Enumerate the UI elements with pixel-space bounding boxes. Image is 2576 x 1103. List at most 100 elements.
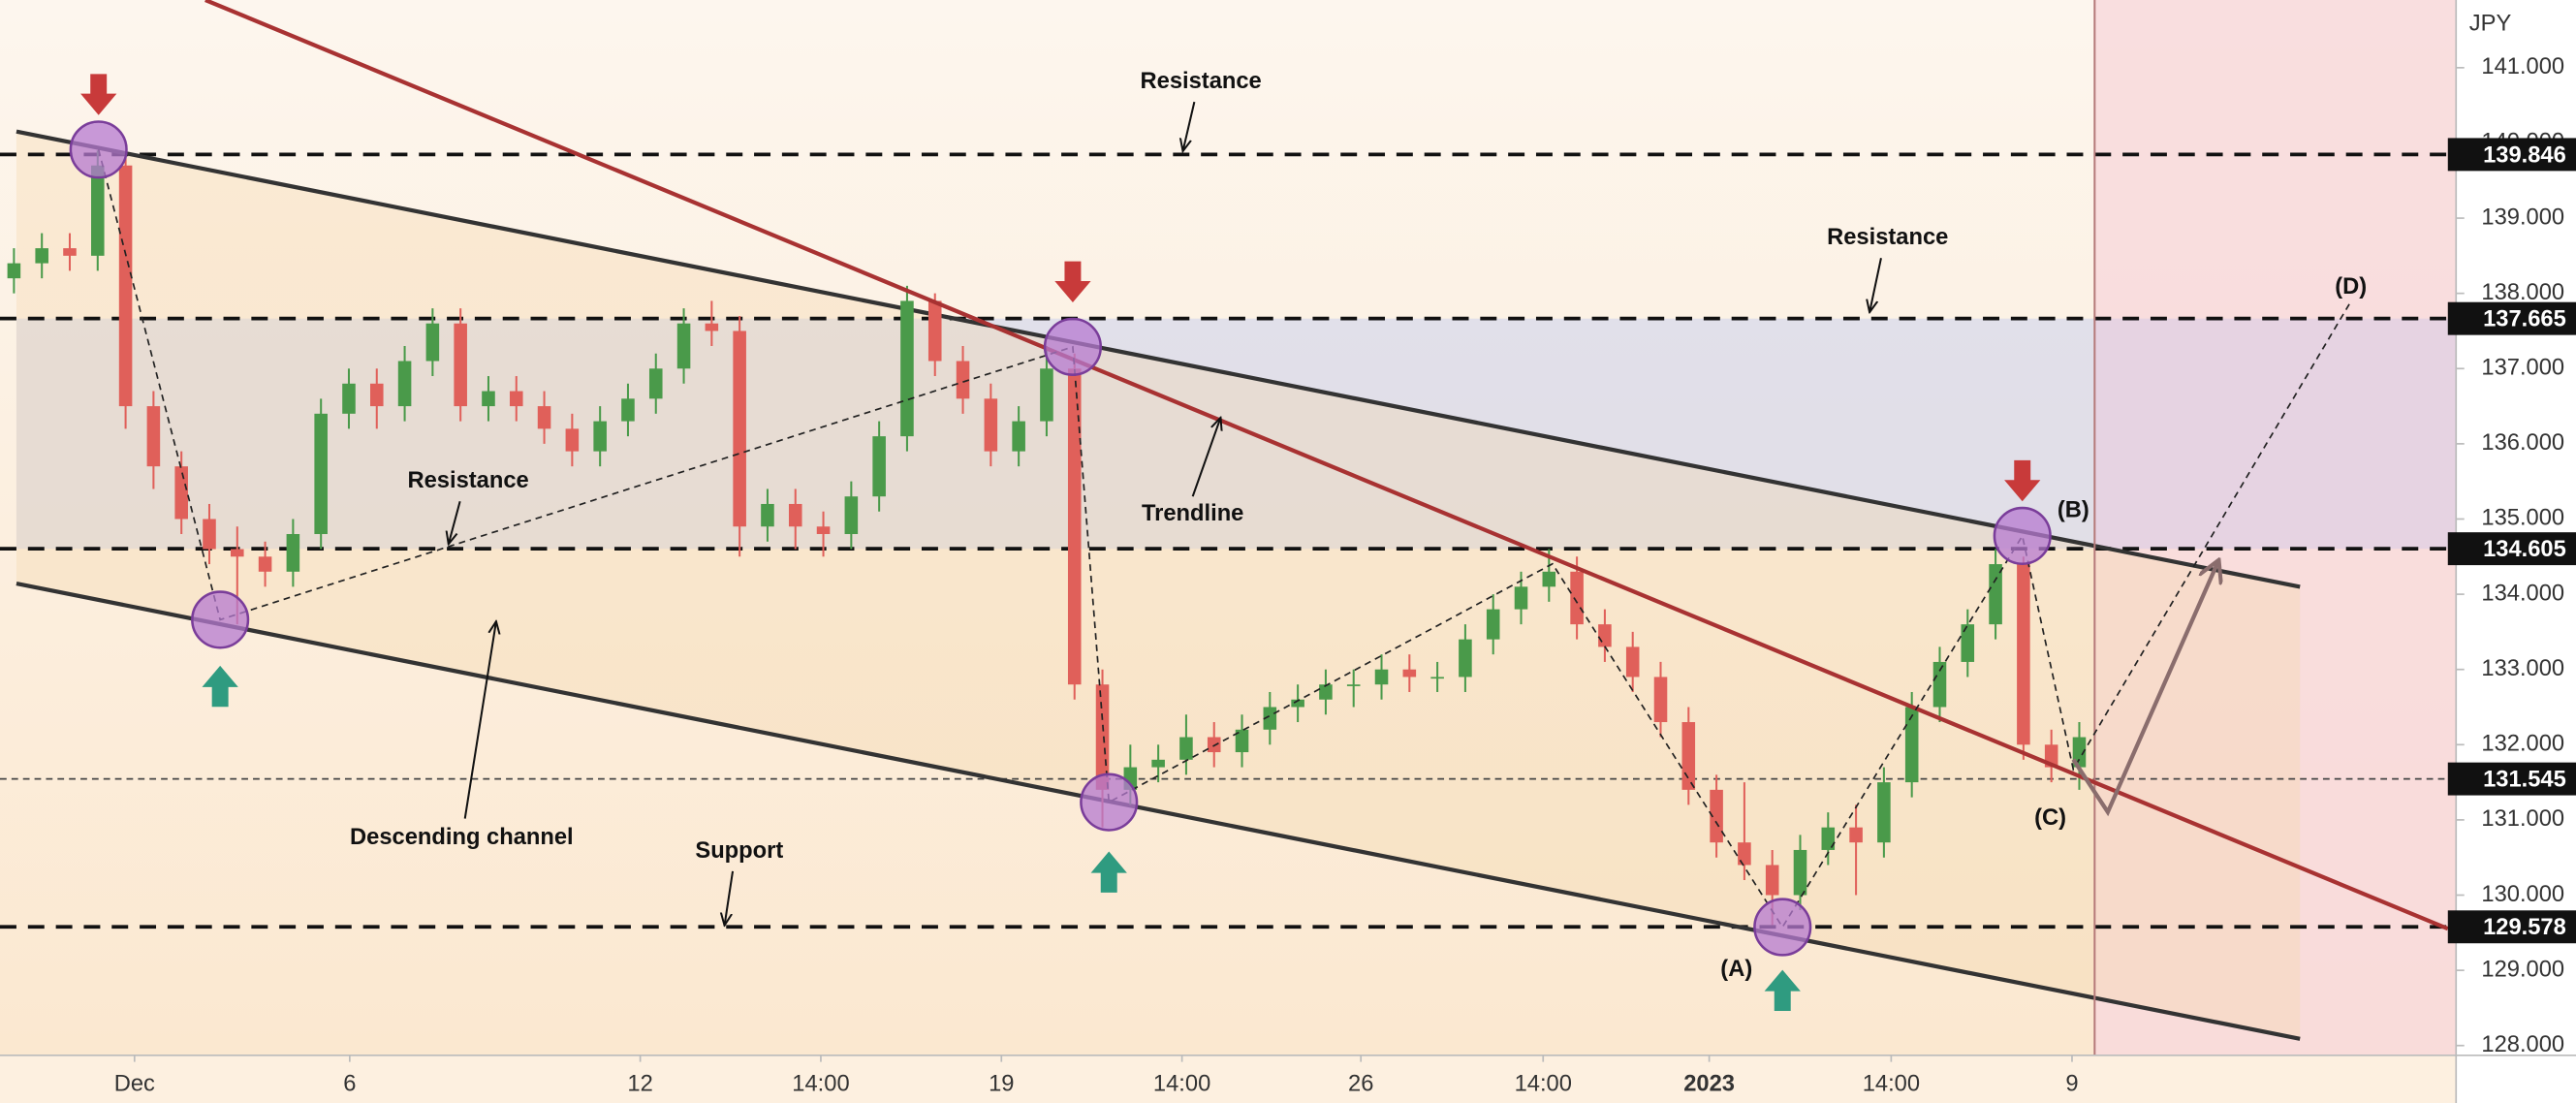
pivot [1043,317,1103,376]
price-level-label: 139.846 [2483,142,2566,168]
candle-body [1179,737,1193,760]
annotation: Trendline [1142,501,1243,526]
candle-body [231,549,244,557]
up-arrows [202,665,1801,1012]
candle-body [1653,677,1668,723]
down-arrows [80,74,2041,502]
price-level-badge [2447,762,2576,796]
y-tick-label: 133.000 [2481,656,2564,681]
x-tick-label: 14:00 [1863,1072,1920,1097]
candle-body [342,383,356,414]
pivot [1993,506,2052,565]
candle-body [1989,564,2002,625]
y-tick-label: 128.000 [2481,1032,2564,1057]
up-arrow [1090,851,1127,893]
wave-label: (B) [2058,498,2089,523]
y-tick-label: 129.000 [2481,957,2564,982]
price-level-badge [2447,532,2576,566]
candle-body [1765,865,1779,896]
candle-body [258,556,272,572]
wave-label: (C) [2034,805,2066,831]
candle-body [565,428,580,452]
candle-body [482,391,495,407]
candle-body [1067,368,1082,685]
annotation: Support [695,838,783,864]
pointer [725,870,735,926]
candle-body [454,323,467,407]
candle-body [1346,684,1361,686]
pointer [449,501,461,544]
candle-body [1012,421,1025,452]
annotation: Resistance [1141,69,1262,94]
projection-arrow [2071,562,2217,817]
candle-body [174,466,188,520]
candle-body [1821,827,1836,850]
candle-body [35,248,48,264]
annotation: Resistance [408,468,529,493]
candle-body [286,534,300,572]
candle-body [1598,624,1612,647]
candle-body [1207,737,1221,753]
candle-body [203,519,216,550]
candle-body [91,165,105,256]
candle-body [7,263,21,279]
candle-body [816,526,831,535]
x-tick-label: Dec [114,1072,155,1097]
y-tick-label: 139.000 [2481,205,2564,230]
candle-body [621,398,635,422]
x-tick-label: 6 [343,1072,356,1097]
price-level-label: 137.665 [2483,307,2566,332]
candle-body [648,368,663,399]
y-tick-label: 130.000 [2481,882,2564,907]
pivot [1753,898,1812,957]
y-tick-label: 141.000 [2481,54,2564,79]
candle-body [900,300,914,437]
x-tick-label: 14:00 [1515,1072,1572,1097]
candle-body [1402,669,1417,678]
candle-body [1374,669,1389,685]
candle-body [1738,842,1751,866]
annotation: Resistance [1827,225,1948,250]
x-tick-label: 19 [989,1072,1014,1097]
candle-body [1319,684,1333,700]
candle-body [1793,849,1807,896]
candle-body [872,436,886,497]
candle-body [1235,729,1249,753]
pointer [1191,418,1221,497]
y-tick-label: 136.000 [2481,430,2564,456]
pointer [1183,101,1196,151]
y-tick-label: 135.000 [2481,506,2564,531]
price-level-badge [2447,138,2576,172]
x-tick-label: 12 [627,1072,652,1097]
candle-body [397,361,412,407]
candle-body [733,331,746,527]
candle-body [676,323,691,369]
y-tick-label: 132.000 [2481,732,2564,757]
up-arrow [1764,969,1801,1012]
descending-channel-fill [16,131,2301,1039]
candle-body [1932,661,1947,708]
y-tick-label: 138.000 [2481,280,2564,305]
candle-body [956,361,970,399]
candle-body [844,496,859,535]
candle-body [1514,586,1528,610]
up-arrow [202,665,238,708]
candle-body [509,391,523,407]
down-arrow [2004,459,2041,502]
candle-body [1961,624,1975,662]
candle-body [425,323,440,362]
candle-body [1459,639,1472,678]
pivot [69,120,128,179]
candle-body [2072,737,2087,768]
x-tick-label: 14:00 [1153,1072,1210,1097]
pointer [1869,258,1882,312]
candle-body [1151,759,1165,768]
y-tick-label: 134.000 [2481,581,2564,606]
candle-body [984,398,998,452]
candle-body [1570,571,1584,625]
trendline [204,0,2449,931]
candle-body [927,300,942,362]
candle-body [314,413,328,535]
candle-body [1849,827,1863,843]
